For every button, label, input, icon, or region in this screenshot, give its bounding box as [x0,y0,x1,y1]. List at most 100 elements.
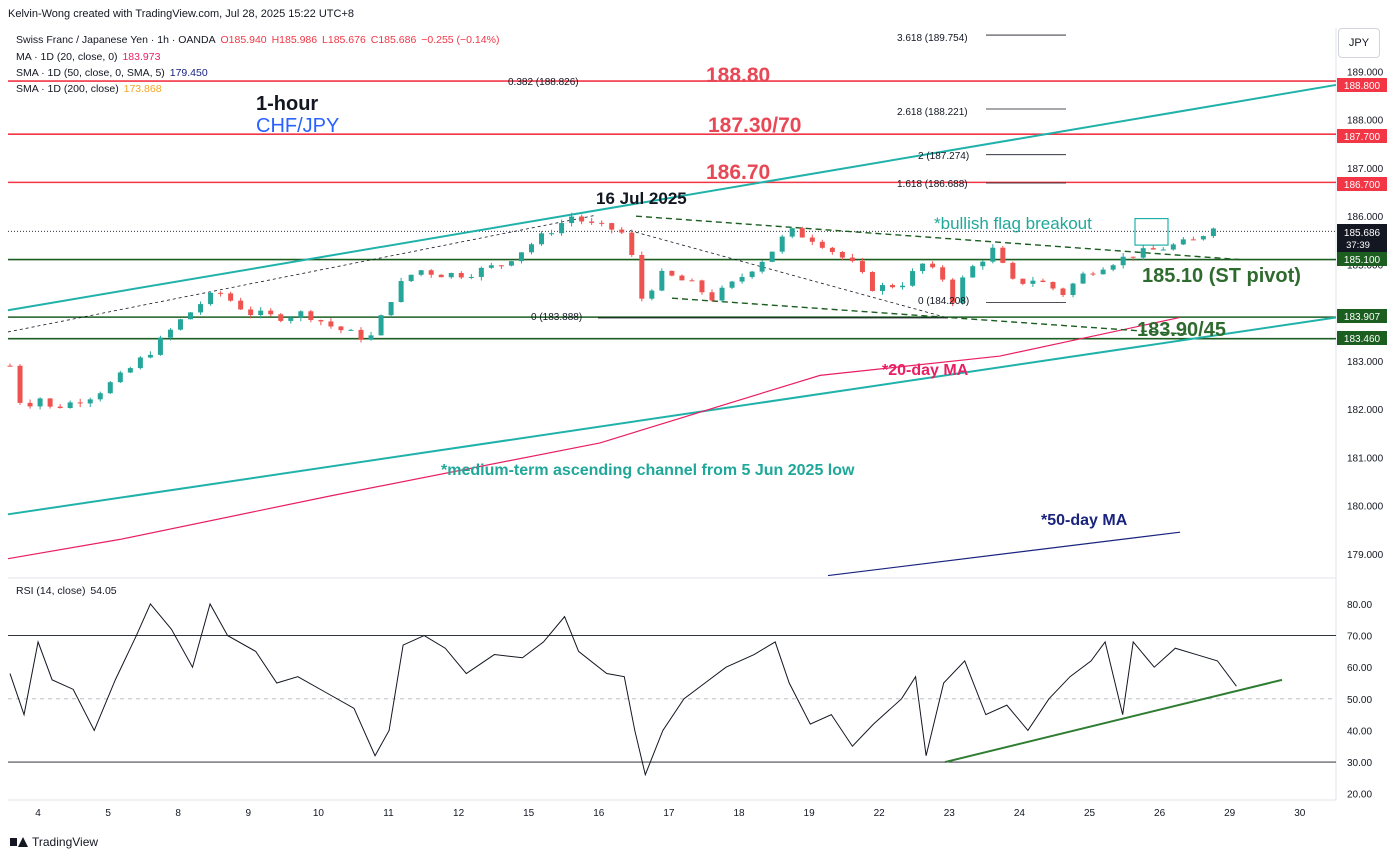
svg-text:37:39: 37:39 [1346,240,1370,251]
candle-body [1160,249,1166,251]
channel-lower-line [7,316,1337,516]
time-tick-label: 29 [1224,808,1236,819]
candle-body [859,261,865,273]
rsi-tick-label: 20.00 [1347,790,1372,801]
ohlc-change: −0.255 (−0.14%) [421,34,500,46]
candle-body [669,270,675,276]
rsi-tick-label: 60.00 [1347,663,1372,674]
footer-brand-text: TradingView [32,835,99,849]
rsi-tick-label: 40.00 [1347,726,1372,737]
candle-body [940,267,946,280]
symbol-name[interactable]: Swiss Franc / Japanese Yen · 1h · OANDA [16,34,216,46]
candle-body [749,271,755,277]
time-tick-label: 17 [663,808,675,819]
candle-body [117,372,123,383]
ohlc-open: O185.940 [220,34,267,46]
candle-body [809,237,815,242]
candle-body [278,314,284,321]
ma20-legend[interactable]: MA · 1D (20, close, 0) 183.973 [16,51,162,63]
candle-body [177,319,183,330]
candles [7,212,1216,410]
rsi-legend[interactable]: RSI (14, close) 54.05 [16,585,119,597]
candle-body [47,398,53,407]
rsi-tick-label: 30.00 [1347,758,1372,769]
sma50-legend[interactable]: SMA · 1D (50, close, 0, SMA, 5) 179.450 [16,67,210,79]
time-tick-label: 11 [383,808,394,819]
candle-body [539,233,545,245]
candle-body [879,285,885,291]
rsi-legend-label: RSI (14, close) [16,585,86,597]
candle-body [920,263,926,272]
currency-button[interactable]: JPY [1338,28,1380,58]
candle-body [107,382,113,394]
sma50-legend-value: 179.450 [169,67,208,79]
candle-body [127,368,133,373]
flag-lower-line [671,297,1191,336]
candle-body [719,287,725,301]
candle-body [388,302,394,316]
price-tick-label: 189.000 [1347,67,1384,78]
candle-body [97,393,103,400]
candle-body [589,221,595,223]
rsi-pane [8,602,1336,777]
candle-body [1070,283,1076,296]
ma20-label: *20-day MA [882,362,969,379]
candle-body [268,310,274,315]
candle-body [468,276,474,278]
rsi-axis: 80.00 70.00 60.00 50.00 40.00 30.00 20.00 [1347,600,1372,801]
candle-body [970,266,976,278]
candle-body [910,271,916,286]
candle-body [1170,244,1176,250]
candle-body [1010,262,1016,279]
candle-body [829,247,835,252]
candle-body [689,280,695,282]
candle-body [659,270,665,291]
time-tick-label: 15 [523,808,535,819]
time-tick-label: 24 [1014,808,1026,819]
sma200-legend[interactable]: SMA · 1D (200, close) 173.868 [16,83,164,95]
ma50-line [827,531,1181,577]
candle-body [318,320,324,322]
candle-body [729,281,735,288]
time-axis[interactable]: 4 5 8 9 10 11 12 15 16 17 18 19 22 23 24 25 26 29 30 [35,808,1306,819]
flag-upper-line [635,215,1241,261]
sma200-legend-value: 173.868 [123,83,162,95]
price-tag-185100: 185.100 [1337,252,1387,266]
candle-body [1140,248,1146,258]
time-tick-label: 5 [105,808,111,819]
time-tick-label: 18 [733,808,745,819]
candle-body [769,251,775,262]
date-label: 16 Jul 2025 [596,189,687,208]
rsi-legend-value: 54.05 [90,585,117,597]
candle-body [579,216,585,222]
fib-label: 0 (183.888) [531,312,582,323]
candle-body [1030,280,1036,284]
rsi-trendline [944,678,1283,764]
candle-body [1060,288,1066,296]
candle-body [639,254,645,299]
candle-body [408,274,414,282]
candle-body [228,293,234,301]
tradingview-logo-icon [10,836,28,848]
sma50-legend-label: SMA · 1D (50, close, 0, SMA, 5) [16,67,165,79]
price-tick-label: 188.000 [1347,116,1384,127]
candle-body [759,261,765,272]
ohlc-low: L185.676 [322,34,366,46]
price-tick-label: 187.000 [1347,164,1384,175]
candle-body [1190,239,1196,241]
price-tick-label: 182.000 [1347,405,1384,416]
candle-body [950,279,956,303]
candle-body [980,261,986,267]
candle-body [1020,278,1026,284]
ohlc-close: C185.686 [370,34,417,46]
time-tick-label: 12 [453,808,465,819]
candle-body [869,272,875,291]
candle-body [27,402,33,407]
candle-body [849,257,855,262]
time-tick-label: 10 [313,808,325,819]
candle-body [87,399,93,404]
footer-brand[interactable]: TradingView [10,835,98,849]
candle-body [308,311,314,321]
fib-label: 3.618 (189.754) [897,33,968,44]
